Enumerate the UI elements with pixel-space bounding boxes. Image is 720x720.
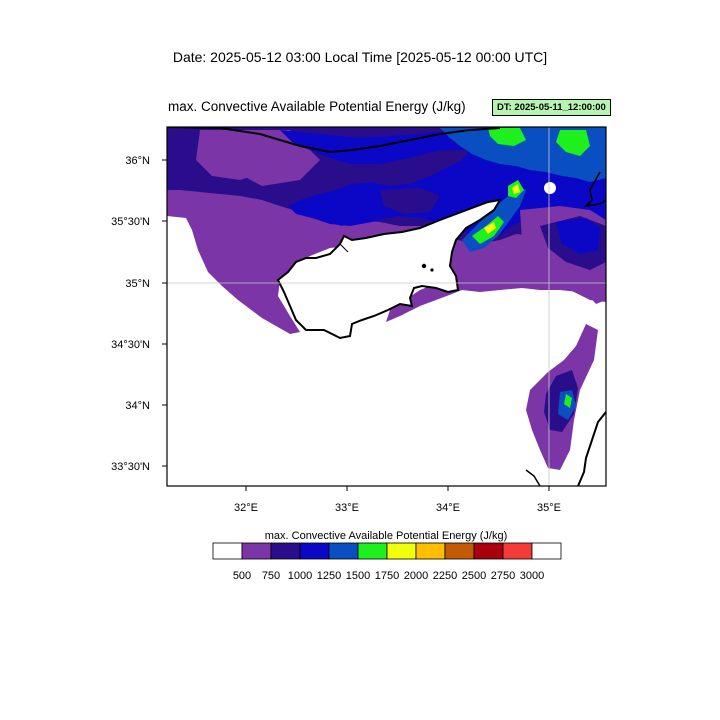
levant-coastline [583, 171, 606, 208]
colorbar-swatch [212, 542, 243, 560]
lat-label: 36°N [125, 155, 150, 167]
coast-small [525, 469, 541, 486]
colorbar-level-label: 2000 [404, 570, 428, 582]
colorbar-level-label: 1000 [288, 570, 312, 582]
plot-frame [166, 126, 607, 487]
colorbar-swatch [444, 542, 475, 560]
lon-label: 33°E [335, 502, 359, 514]
colorbar-swatch [473, 542, 504, 560]
lon-axis: 32°E 33°E 34°E 35°E [234, 486, 561, 514]
lat-label: 34°N [125, 400, 150, 412]
cape-band-1750 [488, 128, 526, 146]
colorbar-swatch [299, 542, 330, 560]
lat-label: 35°N [125, 278, 150, 290]
islet-2 [430, 268, 434, 272]
cape-south-plume-hot [564, 394, 572, 408]
lon-label: 35°E [537, 502, 561, 514]
colorbar-title: max. Convective Available Potential Ener… [265, 530, 508, 542]
colorbar-swatch [531, 542, 562, 560]
colorbar-level-label: 500 [233, 570, 251, 582]
cape-band-1000-patch-2 [236, 136, 320, 186]
colorbar-level-label: 2250 [433, 570, 457, 582]
islet [421, 263, 427, 269]
plot-title: max. Convective Available Potential Ener… [168, 99, 466, 114]
date-line: Date: 2025-05-12 03:00 Local Time [2025-… [172, 49, 548, 65]
lon-label: 34°E [436, 502, 460, 514]
dt-badge: DT: 2025-05-11_12:00:00 [492, 99, 611, 116]
cape-east-strip-core [556, 218, 600, 254]
colorbar-swatch [502, 542, 533, 560]
colorbar-level-label: 1250 [317, 570, 341, 582]
colorbar-level-label: 750 [262, 570, 280, 582]
colorbar-swatch [415, 542, 446, 560]
cape-field [167, 127, 606, 486]
colorbar-level-label: 2500 [462, 570, 486, 582]
lon-label: 32°E [234, 502, 258, 514]
colorbar-level-label: 1750 [375, 570, 399, 582]
colorbar-swatch [357, 542, 388, 560]
colorbar-swatch [328, 542, 359, 560]
cape-gap [544, 182, 556, 194]
colorbar [212, 542, 562, 560]
colorbar-swatch [241, 542, 272, 560]
cape-band-1750-b [556, 130, 590, 156]
cape-band-2000 [512, 184, 520, 194]
colorbar-level-label: 2750 [491, 570, 515, 582]
colorbar-level-label: 3000 [520, 570, 544, 582]
colorbar-swatch [386, 542, 417, 560]
lat-label: 33°30'N [111, 461, 150, 473]
lat-axis: 36°N 35°30'N 35°N 34°30'N 34°N 33°30'N [111, 155, 167, 473]
colorbar-level-label: 1500 [346, 570, 370, 582]
cape-band-1250-inner [380, 188, 440, 214]
lat-label: 35°30'N [111, 216, 150, 228]
karpas-tip [339, 235, 349, 253]
colorbar-swatch [270, 542, 301, 560]
cape-band-2000-b [484, 222, 496, 234]
colorbar-labels: 500 750 1000 1250 1500 1750 2000 2250 2500 2750 30… [233, 570, 544, 582]
turkey-coastline [167, 127, 501, 154]
cyprus-island [276, 198, 502, 340]
lebanon-coastline [577, 411, 606, 486]
lat-label: 34°30'N [111, 339, 150, 351]
